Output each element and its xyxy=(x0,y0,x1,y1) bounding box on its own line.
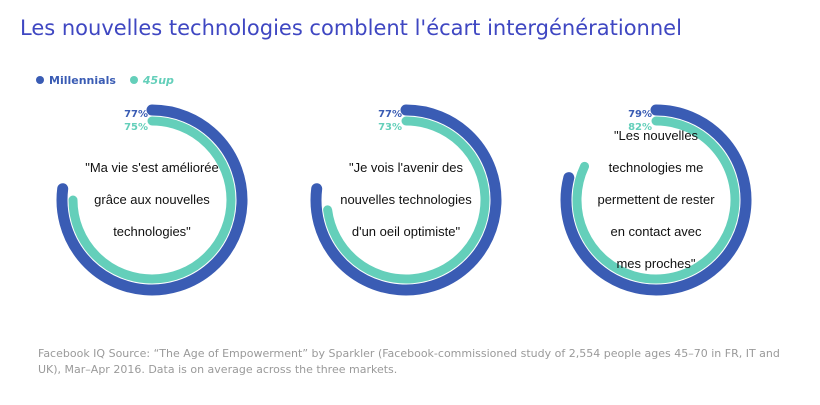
statement-1-line-2: grâce aux nouvelles xyxy=(94,192,210,207)
statement-2-line-1: "Je vois l'avenir des xyxy=(348,160,464,175)
45up-arc-3 xyxy=(572,116,740,284)
donut-rings-3 xyxy=(560,104,752,296)
statement-3-line-5: mes proches" xyxy=(616,256,696,271)
millennials-value-label-3: 79% xyxy=(628,109,652,120)
statement-3-line-2: technologies me xyxy=(608,160,704,175)
45up-value-label-3: 82% xyxy=(628,122,652,133)
statement-1-line-1: "Ma vie s'est améliorée xyxy=(85,160,219,175)
45up-arc-1 xyxy=(68,116,236,284)
millennials-arc-2 xyxy=(310,104,502,296)
45up-arc-2 xyxy=(323,116,490,284)
millennials-arc-1 xyxy=(56,104,248,296)
statement-3-line-1: "Les nouvelles xyxy=(613,128,699,143)
legend-label-millennials: Millennials xyxy=(49,73,116,87)
legend-marker-45up xyxy=(129,76,138,84)
statement-1-line-3: technologies" xyxy=(113,224,191,239)
donut-chart-2: 77% 73% "Je vois l'avenir des nouvelles … xyxy=(306,100,506,300)
45up-value-label-2: 73% xyxy=(378,122,402,133)
donut-chart-1: 77% 75% "Ma vie s'est améliorée grâce au… xyxy=(52,100,252,300)
statement-3-line-4: en contact avec xyxy=(610,224,702,239)
statement-2: "Je vois l'avenir des nouvelles technolo… xyxy=(316,144,496,256)
legend-marker-millennials xyxy=(36,76,44,84)
statement-2-line-2: nouvelles technologies xyxy=(340,192,472,207)
chart-title: Les nouvelles technologies comblent l'éc… xyxy=(20,16,682,40)
millennials-arc-3 xyxy=(560,104,752,296)
legend-item-45up: 45up xyxy=(129,73,174,87)
donut-rings-2 xyxy=(310,104,502,296)
legend-label-45up: 45up xyxy=(142,73,174,87)
donut-chart-3: 79% 82% "Les nouvelles technologies me p… xyxy=(556,100,756,300)
statement-1: "Ma vie s'est améliorée grâce aux nouvel… xyxy=(62,144,242,256)
statement-3: "Les nouvelles technologies me permetten… xyxy=(566,112,746,288)
legend-item-millennials: Millennials xyxy=(36,74,116,87)
source-note: Facebook IQ Source: “The Age of Empowerm… xyxy=(38,347,780,376)
millennials-value-label-1: 77% xyxy=(124,109,148,120)
donut-rings-1 xyxy=(56,104,248,296)
statement-3-line-3: permettent de rester xyxy=(597,192,715,207)
statement-2-line-3: d'un oeil optimiste" xyxy=(351,224,461,239)
45up-value-label-1: 75% xyxy=(124,122,148,133)
legend: Millennials 45up xyxy=(36,72,188,88)
millennials-value-label-2: 77% xyxy=(378,109,402,120)
